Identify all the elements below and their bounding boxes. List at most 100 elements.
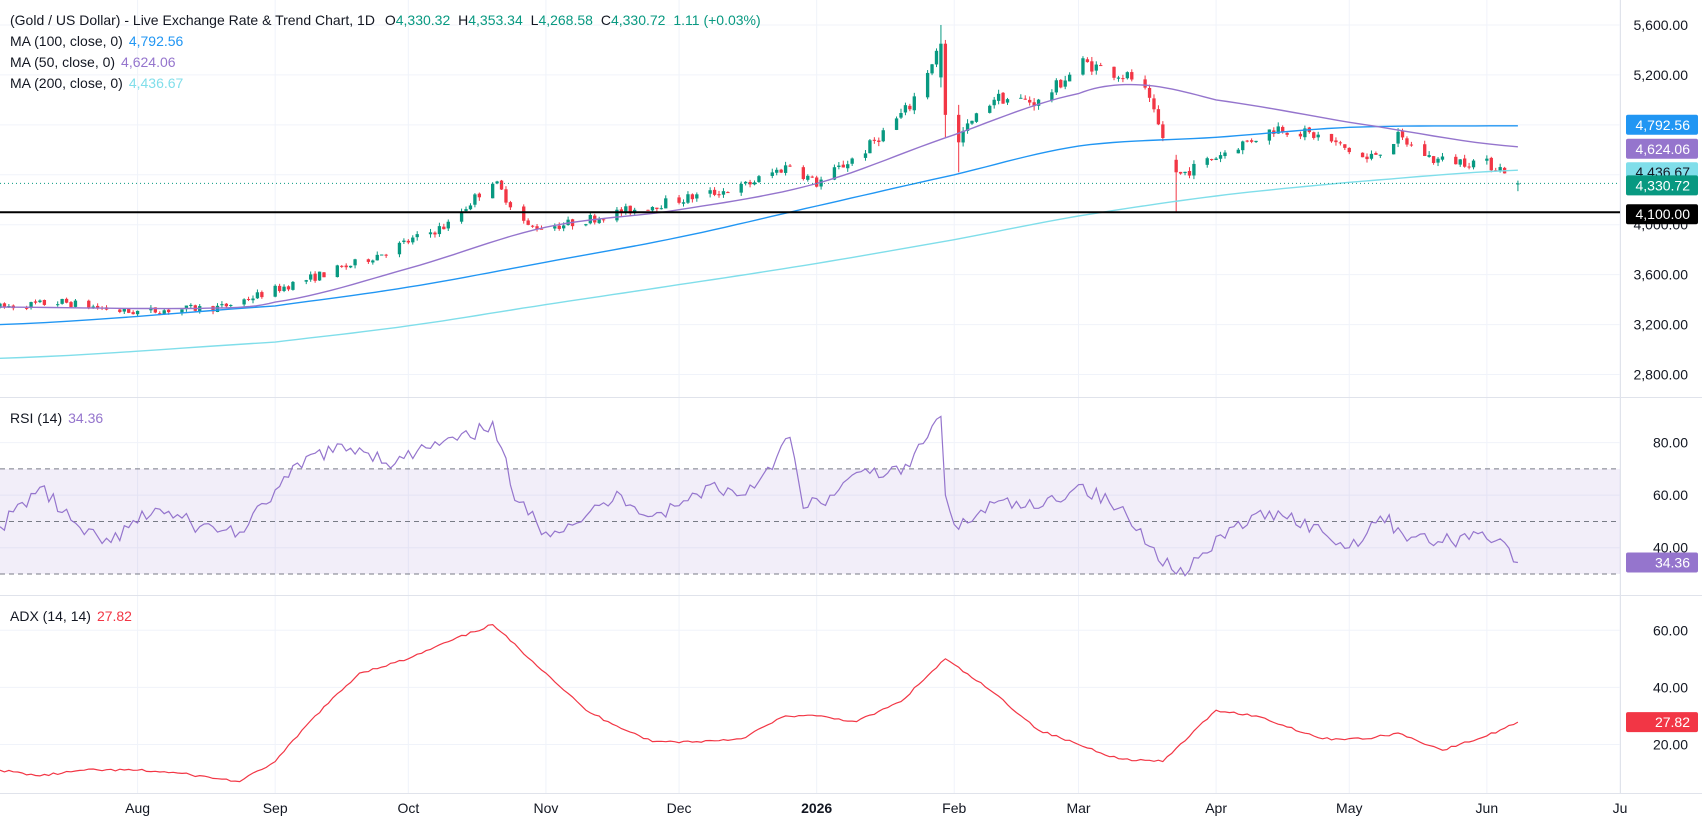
candle-body — [38, 300, 42, 303]
candle-133 — [819, 176, 823, 190]
candle-154 — [957, 104, 961, 173]
ma50-price-tag-bg — [1626, 138, 1698, 159]
candle-117 — [721, 188, 726, 198]
candle-156 — [965, 119, 970, 134]
candle-body — [260, 292, 264, 298]
candle-body — [242, 299, 246, 305]
candle-body — [877, 140, 881, 142]
candle-244 — [1516, 180, 1520, 192]
candle-7 — [38, 299, 42, 304]
candle-187 — [1156, 105, 1161, 126]
candle-body — [446, 221, 450, 229]
candle-68 — [415, 231, 419, 241]
candle-108 — [664, 195, 668, 209]
price-axis: 5,600.005,200.004,800.004,400.004,000.00… — [1634, 17, 1689, 383]
candle-198 — [1223, 150, 1227, 159]
candle-body — [841, 164, 845, 168]
candle-body — [118, 309, 122, 312]
candle-body — [180, 309, 184, 313]
high-label: H — [458, 12, 469, 28]
candle-8 — [42, 299, 47, 306]
candle-body — [1281, 126, 1285, 133]
candle-10 — [60, 298, 64, 305]
candle-body — [788, 165, 792, 167]
candle-body — [1303, 128, 1307, 138]
candle-19 — [118, 308, 122, 314]
candle-body — [229, 305, 233, 307]
candle-152 — [939, 24, 943, 88]
candle-body — [726, 192, 730, 194]
adx-legend[interactable]: ADX (14, 14) 27.82 — [10, 606, 132, 627]
candle-160 — [992, 96, 996, 109]
candle-body — [60, 298, 64, 304]
candle-163 — [1005, 97, 1010, 105]
candle-42 — [255, 289, 260, 299]
ma200-line — [0, 169, 1518, 359]
candle-0 — [0, 302, 2, 309]
candle-body — [477, 193, 482, 198]
candle-body — [628, 205, 632, 214]
candle-body — [1391, 143, 1396, 155]
candle-body — [162, 310, 166, 315]
candle-body — [1210, 159, 1214, 161]
candle-body — [557, 225, 561, 229]
ma100-legend[interactable]: MA (100, close, 0) 4,792.56 — [10, 31, 183, 52]
rsi-legend[interactable]: RSI (14) 34.36 — [10, 408, 103, 429]
candle-body — [881, 130, 885, 142]
candle-body — [402, 240, 406, 243]
candle-233 — [1440, 152, 1445, 162]
candle-109 — [677, 194, 681, 205]
candle-body — [1400, 130, 1405, 138]
candle-181 — [1121, 74, 1125, 83]
candle-body — [1245, 140, 1249, 142]
candle-87 — [535, 224, 539, 232]
candle-214 — [1329, 133, 1334, 143]
candle-73 — [446, 219, 450, 231]
ma50-legend[interactable]: MA (50, close, 0) 4,624.06 — [10, 52, 176, 73]
adx-value-tag-text: 27.82 — [1655, 714, 1690, 730]
candle-body — [309, 274, 313, 280]
candle-200 — [1241, 140, 1245, 155]
price-tick-label: 3,200.00 — [1634, 317, 1689, 333]
candle-body — [708, 190, 712, 194]
candle-body — [415, 234, 419, 238]
candle-body — [743, 181, 748, 184]
candle-body — [1471, 160, 1476, 168]
candle-body — [775, 169, 779, 173]
candle-body — [748, 181, 752, 185]
candle-body — [251, 298, 255, 301]
candle-body — [344, 265, 348, 268]
ma200-legend[interactable]: MA (200, close, 0) 4,436.67 — [10, 73, 183, 94]
candle-82 — [504, 186, 508, 205]
candle-body — [1178, 171, 1183, 174]
candle-body — [215, 305, 220, 312]
candle-body — [2, 303, 7, 307]
candle-11 — [64, 297, 69, 304]
candle-body — [322, 272, 326, 278]
candle-123 — [757, 174, 761, 183]
candle-132 — [814, 175, 819, 188]
candle-161 — [996, 89, 1001, 105]
candle-150 — [930, 63, 934, 76]
time-tick-mar: Mar — [1066, 800, 1090, 816]
candle-body — [965, 123, 970, 131]
candle-body — [220, 304, 224, 306]
candle-157 — [970, 120, 974, 125]
candle-89 — [553, 223, 557, 231]
candle-221 — [1369, 150, 1374, 161]
candle-234 — [1454, 154, 1458, 165]
main-legend: (Gold / US Dollar) - Live Exchange Rate … — [10, 12, 761, 28]
candle-body — [992, 99, 996, 106]
candle-body — [1023, 98, 1027, 100]
adx-tick-label: 40.00 — [1653, 679, 1688, 695]
candle-178 — [1099, 62, 1103, 67]
ma100-name: MA (100, close, 0) — [10, 33, 123, 49]
candle-body — [1050, 92, 1054, 101]
candle-118 — [726, 191, 730, 194]
candle-body — [739, 183, 743, 193]
candle-115 — [712, 187, 717, 197]
candle-body — [1174, 159, 1178, 173]
candle-48 — [291, 280, 295, 291]
candle-50 — [309, 271, 313, 282]
